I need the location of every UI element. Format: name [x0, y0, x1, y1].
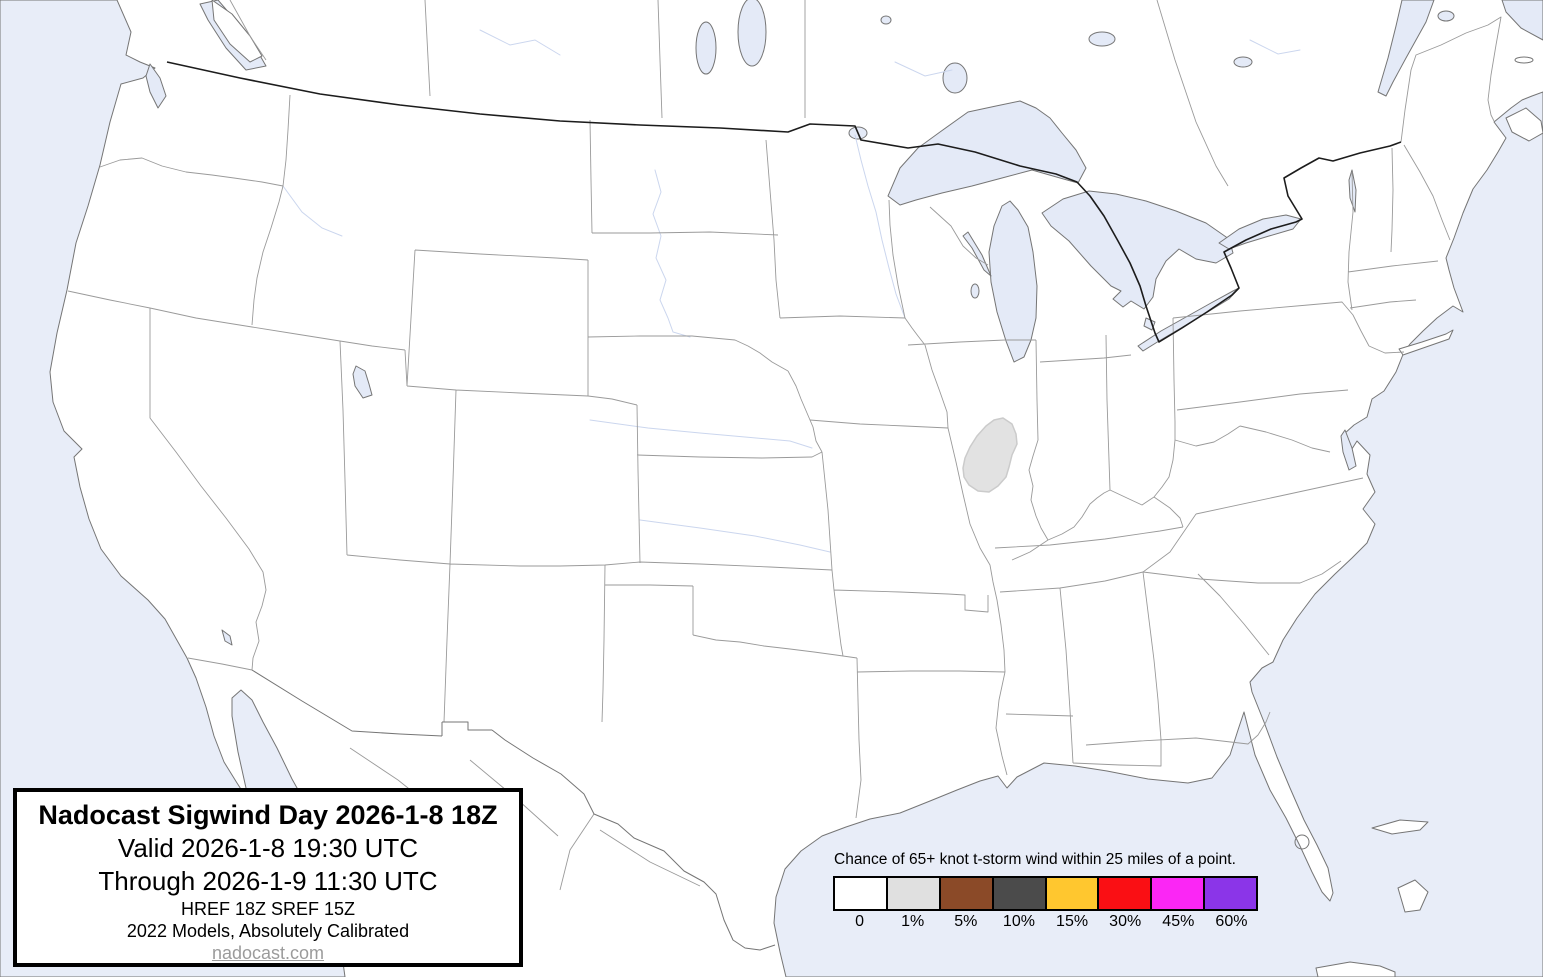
snake-river — [282, 185, 343, 237]
prince-edward-island — [1514, 56, 1534, 64]
vancouver-island — [211, 0, 263, 63]
chesapeake-bay — [1340, 429, 1357, 471]
canada-river-squiggle — [479, 29, 1301, 77]
great-salt-lake — [352, 365, 373, 399]
forecast-through-time: Through 2026-1-9 11:30 UTC — [98, 866, 438, 896]
legend-label: 10% — [1002, 913, 1035, 930]
legend-label: 5% — [954, 913, 978, 930]
forecast-title-box: Nadocast Sigwind Day 2026-1-8 18Z Valid … — [13, 788, 523, 967]
nova-scotia — [1505, 107, 1543, 142]
forecast-title: Nadocast Sigwind Day 2026-1-8 18Z — [38, 800, 498, 830]
lake-manitoba — [695, 21, 717, 75]
new-england-state-borders — [1347, 16, 1502, 311]
legend-swatch-60 — [1203, 878, 1256, 909]
us-mexico-border — [251, 669, 776, 951]
small-lake — [1437, 10, 1455, 22]
platte-river — [589, 419, 813, 449]
legend-label: 30% — [1109, 913, 1142, 930]
legend-swatch-30 — [1097, 878, 1151, 909]
forecast-valid-time: Valid 2026-1-8 19:30 UTC — [117, 833, 419, 863]
state-borders-layer — [67, 0, 1502, 891]
missouri-river — [652, 169, 691, 338]
south-east-state-borders — [856, 301, 1405, 776]
puget-sound — [145, 63, 167, 109]
legend-color-bar — [833, 876, 1258, 911]
st-lawrence-river — [1377, 0, 1435, 97]
us-canada-border — [166, 61, 1402, 343]
lake-huron — [1041, 190, 1234, 310]
legend-swatch-0 — [835, 878, 886, 909]
upper-mississippi-river — [854, 134, 906, 319]
legend-title: Chance of 65+ knot t-storm wind within 2… — [834, 851, 1236, 868]
island-layer — [211, 0, 1543, 977]
lake-superior — [887, 100, 1087, 206]
forecast-areas-layer — [962, 417, 1018, 493]
sigwind-1pct-area — [962, 417, 1018, 493]
andros-island — [1397, 879, 1429, 913]
legend-label: 60% — [1215, 913, 1248, 930]
forecast-models: HREF 18Z SREF 15Z — [180, 899, 356, 919]
salton-sea — [221, 629, 233, 646]
lake-ontario — [1218, 214, 1302, 250]
west-state-borders — [67, 94, 833, 723]
national-borders-layer — [166, 61, 1402, 951]
legend-swatch-5 — [938, 878, 992, 909]
cuba — [1315, 961, 1396, 977]
small-lake — [1233, 56, 1253, 68]
pacific-ocean — [0, 0, 346, 977]
great-lakes-layer — [221, 0, 1455, 646]
legend-label: 45% — [1162, 913, 1195, 930]
forecast-calibration: 2022 Models, Absolutely Calibrated — [126, 921, 410, 941]
midwest-state-borders — [779, 199, 1184, 673]
lake-winnipeg — [737, 0, 767, 67]
legend-swatch-45 — [1150, 878, 1204, 909]
long-island — [1398, 329, 1454, 356]
gulf-of-st-lawrence — [1501, 0, 1543, 41]
canada-province-borders — [229, 0, 1229, 187]
lake-michigan — [988, 200, 1038, 363]
river-layer — [282, 29, 1301, 553]
lake-winnebago — [970, 283, 980, 299]
legend-label: 1% — [901, 913, 925, 930]
legend-label: 0 — [855, 913, 865, 930]
gulf-and-atlantic-ocean — [773, 91, 1543, 977]
nadocast-link[interactable]: nadocast.com — [211, 943, 325, 963]
legend-swatch-10 — [991, 878, 1045, 909]
small-lake — [880, 15, 892, 25]
legend-swatch-1 — [885, 878, 939, 909]
small-lake — [1088, 31, 1116, 47]
plains-state-borders — [587, 139, 989, 819]
arkansas-river — [639, 519, 831, 553]
green-bay — [962, 231, 992, 277]
forecast-website-row: nadocast.com — [17, 942, 519, 965]
grand-bahama-island — [1371, 819, 1429, 835]
legend-labels: 0 1% 5% 10% 15% 30% 45% 60% — [833, 913, 1258, 935]
legend-swatch-15 — [1044, 878, 1098, 909]
legend-label: 15% — [1056, 913, 1089, 930]
lake-nipigon — [942, 62, 968, 94]
lake-okeechobee — [1294, 834, 1310, 850]
